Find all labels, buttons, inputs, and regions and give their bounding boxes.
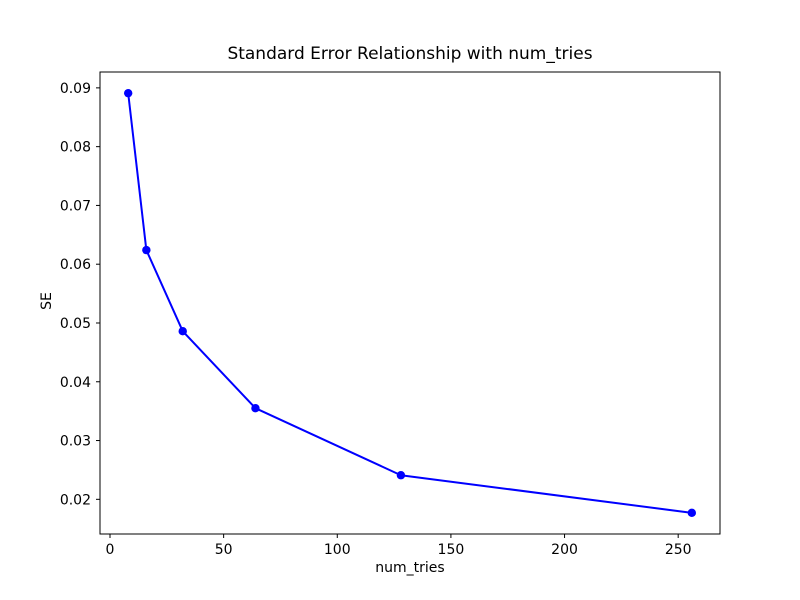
data-point-marker xyxy=(251,404,260,413)
y-tick-label: 0.08 xyxy=(60,140,91,156)
y-tick-label: 0.03 xyxy=(60,434,91,450)
data-line xyxy=(127,93,692,514)
x-tick-label: 250 xyxy=(665,542,692,558)
data-point-marker xyxy=(178,327,187,336)
y-axis-label: SE xyxy=(39,292,55,310)
data-point-marker xyxy=(123,88,133,98)
x-tick-label: 200 xyxy=(551,542,578,558)
data-point-marker xyxy=(396,471,406,480)
y-tick-label: 0.04 xyxy=(60,375,91,391)
data-point-marker xyxy=(142,245,151,255)
data-point-marker xyxy=(687,508,697,518)
chart-title: Standard Error Relationship with num_tri… xyxy=(227,44,593,64)
x-tick-label: 150 xyxy=(438,542,465,558)
y-tick-label: 0.09 xyxy=(60,81,91,97)
y-tick-label: 0.07 xyxy=(60,198,91,214)
x-tick-label: 0 xyxy=(106,542,115,558)
x-tick-label: 50 xyxy=(215,542,233,558)
y-tick-label: 0.02 xyxy=(60,492,91,508)
y-tick-label: 0.05 xyxy=(60,316,91,332)
x-axis-label: num_tries xyxy=(375,560,445,576)
y-tick-label: 0.06 xyxy=(60,257,91,273)
x-tick-label: 100 xyxy=(324,542,351,558)
axes-box xyxy=(99,71,721,535)
